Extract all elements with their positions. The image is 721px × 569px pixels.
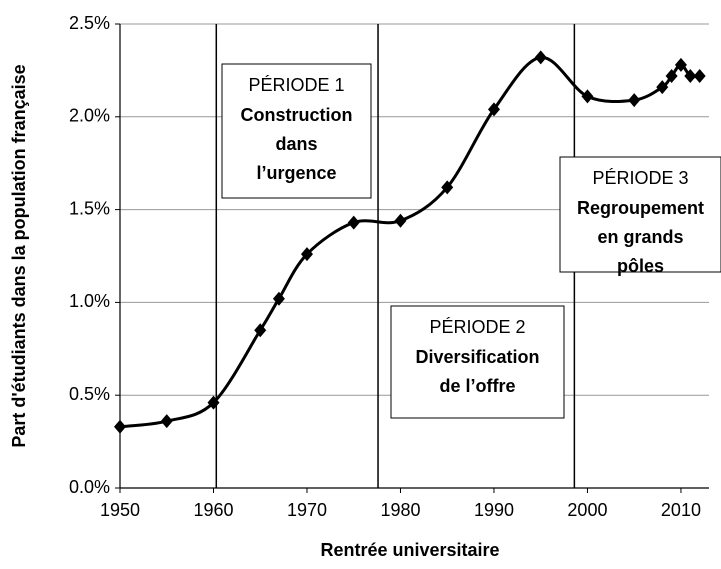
annotation-title: PÉRIODE 1 (248, 75, 344, 95)
y-tick-label: 1.5% (69, 198, 110, 218)
annotation-text: Diversification (415, 347, 539, 367)
annotation-text: dans (275, 134, 317, 154)
x-tick-label: 1970 (287, 500, 327, 520)
marker (160, 414, 173, 429)
annotation-box (559, 156, 721, 273)
annotation-text: Construction (241, 105, 353, 125)
marker (693, 68, 706, 83)
x-tick-label: 2010 (661, 500, 701, 520)
marker (300, 247, 313, 262)
marker (394, 213, 407, 228)
y-axis-label: Part d'étudiants dans la population fran… (9, 64, 29, 447)
x-tick-label: 1950 (100, 500, 140, 520)
y-tick-label: 2.0% (69, 106, 110, 126)
y-tick-label: 0.5% (69, 384, 110, 404)
y-tick-label: 1.0% (69, 291, 110, 311)
x-tick-label: 2000 (567, 500, 607, 520)
marker (441, 180, 454, 195)
marker (207, 395, 220, 410)
x-tick-label: 1990 (474, 500, 514, 520)
marker (487, 102, 500, 117)
y-tick-label: 2.5% (69, 13, 110, 33)
annotation-text: Regroupement (577, 198, 704, 218)
y-tick-label: 0.0% (69, 477, 110, 497)
annotation-text: l’urgence (256, 163, 336, 183)
marker (347, 215, 360, 230)
marker (674, 57, 687, 72)
marker (254, 323, 267, 338)
annotation-text: pôles (617, 256, 664, 276)
annotation-box (221, 63, 372, 199)
marker (628, 93, 641, 108)
annotation-text: de l’offre (439, 376, 515, 396)
marker (656, 80, 669, 95)
marker (581, 89, 594, 104)
x-tick-label: 1980 (380, 500, 420, 520)
annotation-text: en grands (597, 227, 683, 247)
marker (272, 291, 285, 306)
annotation-title: PÉRIODE 3 (592, 168, 688, 188)
marker (684, 68, 697, 83)
annotation-title: PÉRIODE 2 (429, 317, 525, 337)
x-axis-label: Rentrée universitaire (320, 540, 499, 560)
marker (534, 50, 547, 65)
x-tick-label: 1960 (193, 500, 233, 520)
annotation-box (390, 305, 565, 419)
marker (665, 68, 678, 83)
marker (114, 419, 126, 434)
